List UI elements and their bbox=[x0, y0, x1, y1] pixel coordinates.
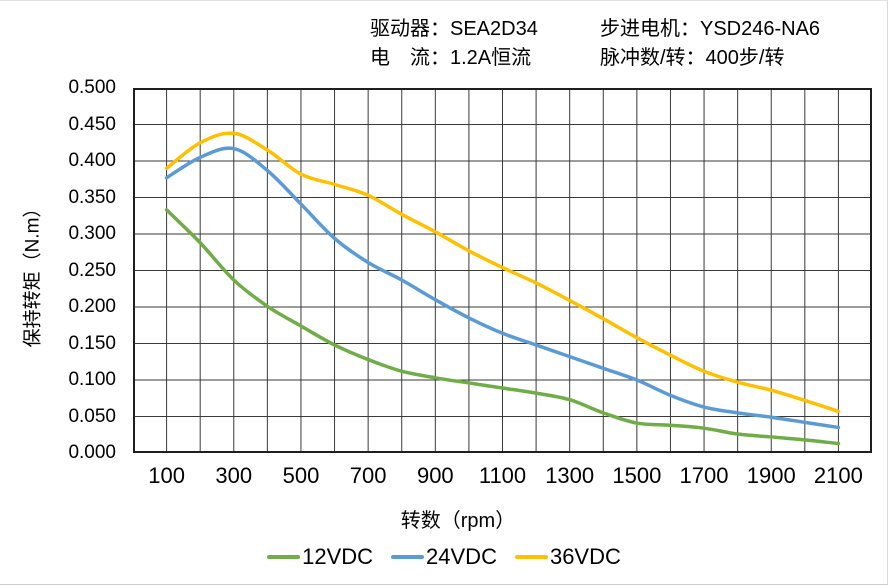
x-tick-label: 100 bbox=[148, 463, 185, 488]
x-tick-label: 2100 bbox=[813, 463, 863, 488]
plot-area bbox=[133, 88, 872, 453]
legend-label-36vdc: 36VDC bbox=[549, 544, 621, 569]
y-tick-label: 0.400 bbox=[68, 150, 116, 171]
x-tick-label: 300 bbox=[215, 463, 253, 488]
grid-lines bbox=[133, 88, 872, 453]
legend-label-24vdc: 24VDC bbox=[426, 544, 497, 569]
legend-item-12vdc: 12VDC bbox=[267, 544, 373, 570]
y-tick-label: 0.100 bbox=[68, 369, 116, 390]
y-tick-label: 0.350 bbox=[68, 186, 116, 208]
y-tick-label: 0.450 bbox=[68, 113, 116, 135]
y-tick-label: 0.500 bbox=[68, 77, 116, 98]
y-tick-label: 0.300 bbox=[68, 223, 116, 244]
torque-curves bbox=[164, 131, 841, 446]
x-tick-label: 1700 bbox=[679, 463, 729, 488]
chart-legend: 12VDC 24VDC 36VDC bbox=[0, 544, 887, 570]
driver-label: 驱动器：SEA2D34 bbox=[370, 18, 538, 40]
legend-item-24vdc: 24VDC bbox=[391, 544, 497, 570]
legend-label-12vdc: 12VDC bbox=[302, 544, 374, 569]
y-tick-label: 0.200 bbox=[68, 296, 116, 317]
y-tick-label: 0.000 bbox=[68, 442, 116, 463]
current-label: 电 流：1.2A恒流 bbox=[370, 47, 532, 69]
legend-swatch-12vdc bbox=[267, 555, 301, 559]
x-tick-label: 1500 bbox=[612, 463, 662, 488]
x-tick-label: 1100 bbox=[478, 463, 527, 488]
x-tick-label: 900 bbox=[416, 463, 454, 488]
y-axis-title: 保持转矩（N.m） bbox=[22, 198, 44, 348]
motor-label: 步进电机：YSD246-NA6 bbox=[600, 18, 821, 40]
x-tick-label: 500 bbox=[282, 463, 320, 488]
curve-24vdc bbox=[164, 146, 841, 430]
y-tick-label: 0.250 bbox=[68, 259, 116, 281]
x-tick-label: 1300 bbox=[545, 463, 595, 488]
pulses-label: 脉冲数/转：400步/转 bbox=[600, 47, 785, 69]
curve-12vdc bbox=[164, 208, 841, 446]
x-axis-title: 转数（rpm） bbox=[400, 510, 516, 532]
y-tick-label: 0.150 bbox=[68, 332, 116, 354]
legend-swatch-36vdc bbox=[514, 555, 548, 559]
plot-border bbox=[133, 88, 872, 453]
curve-36vdc bbox=[164, 131, 841, 414]
x-tick-label: 700 bbox=[349, 463, 387, 488]
legend-swatch-24vdc bbox=[391, 555, 425, 559]
y-tick-label: 0.050 bbox=[68, 405, 116, 427]
x-tick-label: 1900 bbox=[746, 463, 796, 488]
legend-item-36vdc: 36VDC bbox=[514, 544, 621, 570]
